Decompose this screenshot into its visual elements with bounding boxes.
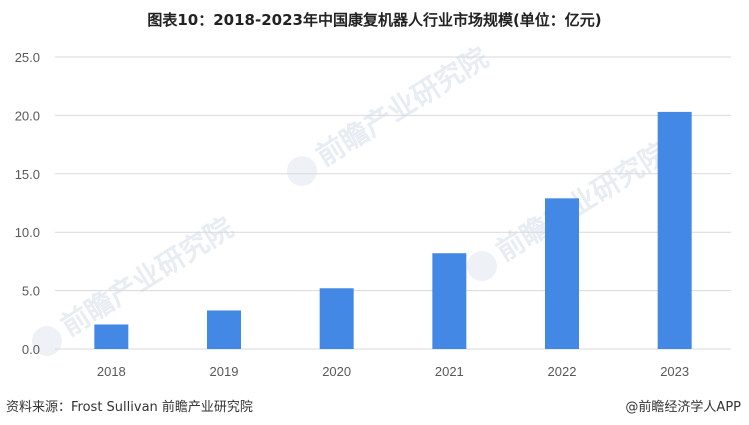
- bars: [94, 111, 692, 349]
- y-tick-label: 25.0: [15, 50, 40, 65]
- chart-title: 图表10：2018-2023年中国康复机器人行业市场规模(单位：亿元): [147, 11, 602, 29]
- bar-2021: [432, 253, 467, 349]
- y-tick-label: 10.0: [15, 225, 40, 240]
- bar-2022: [545, 198, 579, 349]
- x-tick-label: 2018: [97, 364, 126, 379]
- x-tick-label: 2019: [210, 364, 239, 379]
- y-tick-label: 0.0: [22, 342, 40, 357]
- y-tick-label: 20.0: [15, 108, 40, 123]
- bar-2019: [207, 310, 241, 349]
- bar-2023: [657, 111, 692, 349]
- bar-2020: [319, 288, 354, 349]
- bar-chart: 0.05.010.015.020.025.0 2018 2019 2020 2021 2…: [15, 50, 731, 379]
- x-tick-label: 2020: [322, 364, 351, 379]
- y-tick-label: 15.0: [15, 167, 40, 182]
- y-axis-ticks: 0.0 5.0 10.0 15.0 20.0 25.0: [15, 50, 40, 357]
- y-tick-label: 5.0: [22, 284, 40, 299]
- source-note: 资料来源：Frost Sullivan 前瞻产业研究院: [6, 400, 253, 415]
- x-tick-label: 2023: [660, 364, 689, 379]
- x-axis-ticks: 2018 2019 2020 2021 2022 2023: [97, 364, 689, 379]
- x-tick-label: 2022: [548, 364, 577, 379]
- x-tick-label: 2021: [435, 364, 464, 379]
- brand-credit: @前瞻经济学人APP: [625, 400, 741, 415]
- grid-lines: [55, 56, 731, 350]
- bar-2018: [94, 324, 129, 349]
